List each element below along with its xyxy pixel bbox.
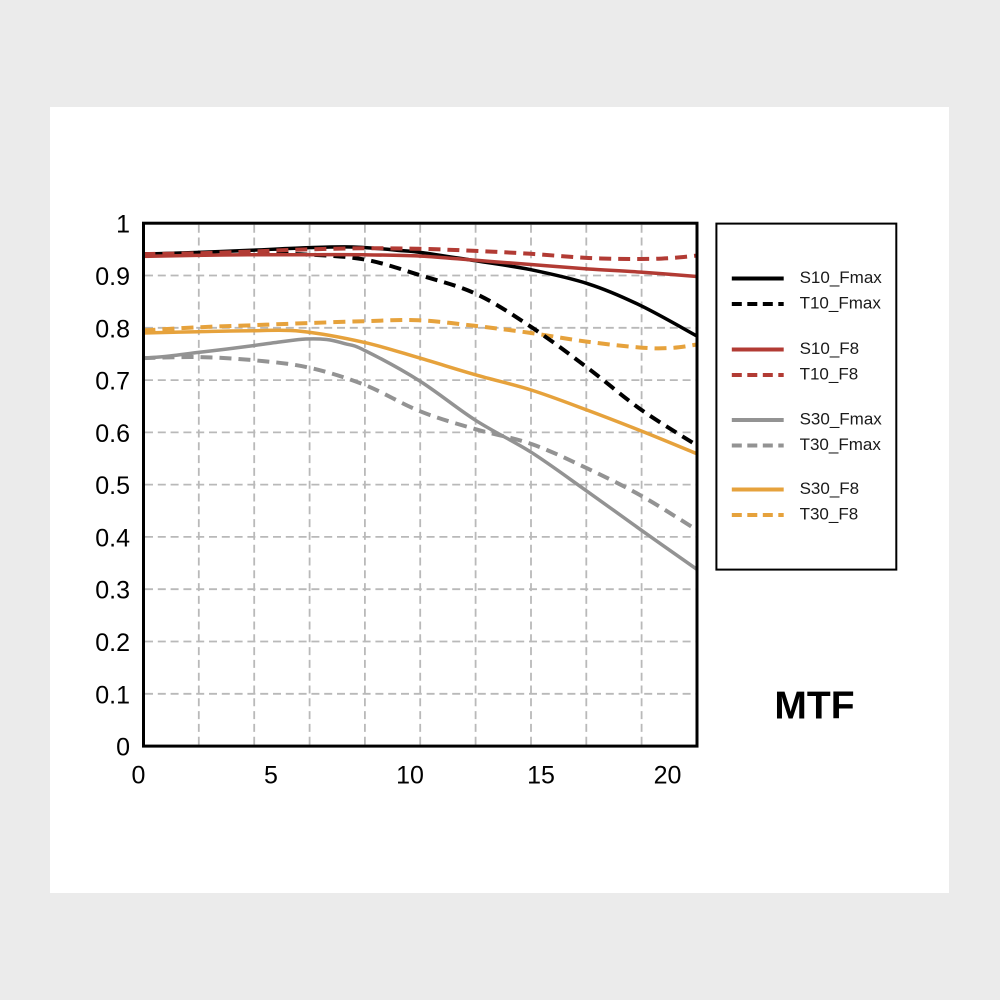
svg-text:0.7: 0.7 [95, 368, 130, 396]
svg-text:T30_F8: T30_F8 [800, 505, 859, 524]
svg-text:T30_Fmax: T30_Fmax [800, 435, 882, 454]
svg-text:0.6: 0.6 [95, 420, 130, 448]
svg-text:S10_Fmax: S10_Fmax [800, 268, 883, 287]
svg-text:0.9: 0.9 [95, 263, 130, 291]
svg-text:S30_F8: S30_F8 [800, 479, 860, 498]
svg-text:5: 5 [264, 762, 278, 790]
svg-text:MTF: MTF [774, 685, 854, 728]
svg-text:0.5: 0.5 [95, 472, 130, 500]
svg-text:0.1: 0.1 [95, 681, 130, 709]
svg-text:0.8: 0.8 [95, 315, 130, 343]
svg-text:T10_F8: T10_F8 [800, 365, 859, 384]
svg-text:0.4: 0.4 [95, 524, 130, 552]
svg-text:S30_Fmax: S30_Fmax [800, 410, 883, 429]
svg-text:10: 10 [396, 762, 424, 790]
svg-text:1: 1 [116, 211, 130, 239]
svg-text:15: 15 [527, 762, 555, 790]
svg-text:T10_Fmax: T10_Fmax [800, 294, 882, 313]
svg-text:0: 0 [132, 762, 146, 790]
svg-text:20: 20 [654, 762, 682, 790]
svg-text:0: 0 [116, 734, 130, 762]
svg-text:S10_F8: S10_F8 [800, 339, 860, 358]
svg-text:0.3: 0.3 [95, 577, 130, 605]
svg-text:0.2: 0.2 [95, 629, 130, 657]
